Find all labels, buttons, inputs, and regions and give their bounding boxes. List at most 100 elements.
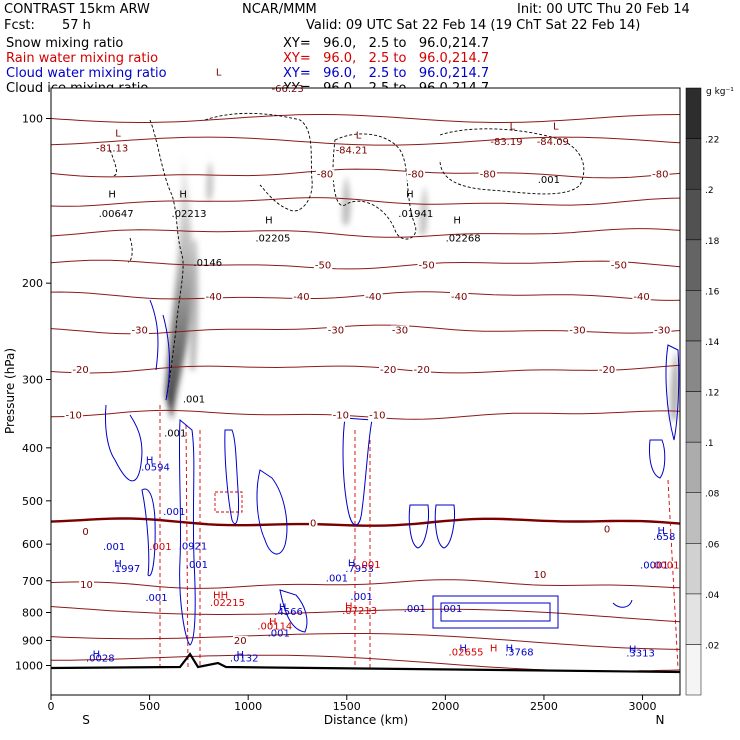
extremum-label: H [279,602,287,613]
contour-label: 10 [80,580,93,591]
temp-contour-line [51,168,680,179]
extremum-label: -83.19 [490,137,522,148]
contour-label: -80 [480,169,496,180]
cw-contour-9 [342,417,373,526]
rain-dashed-columns [159,405,679,669]
extremum-label: .02215 [210,598,245,609]
field-name-rain: Rain water mixing ratio [6,51,159,66]
contour-label-bg [315,169,335,181]
plot-background [51,88,680,695]
colorbar-unit: g kg⁻¹ [706,87,734,97]
contour-label-bg [79,580,94,592]
x-tick-label: 500 [139,700,160,713]
snow-shading [165,155,679,420]
temp-contour-line [51,136,680,146]
extremum-label: -81.13 [96,144,128,155]
extremum-label: .001 [358,560,380,571]
extremum-label: H [406,189,414,200]
extremum-label: .001 [163,507,185,518]
contour-label: -20 [380,365,396,376]
ice-contour-east [439,128,585,195]
extremum-label: .658 [653,532,675,543]
extremum-label: L [510,122,516,133]
extremum-label: H [114,559,122,570]
temp-contour-line [51,228,680,238]
contour-label-bg [204,291,223,303]
contour-label-bg [609,260,629,272]
colorbar-label: .2 [705,186,714,196]
colorbar-swatch [685,340,702,392]
x-tick-label: 2500 [530,700,558,713]
extremum-label: .001 [164,428,186,439]
plot-area: -80 -80 -80 -80 -50 -50 -50 -40 -40 -40 -40 -40 -30 -… [50,67,681,696]
colorbar-swatch [685,391,702,443]
contour-label: -40 [451,292,467,303]
contour-label-bg [379,364,398,376]
maxima-labels: L -66.23 L -81.13 L -84.21 L -83.19 L -84.09 H .006… [86,67,680,664]
extremum-label: .0921 [179,541,208,552]
extremum-label: .001 [440,604,462,615]
extremum-label: .07213 [342,606,377,617]
cloud-ice-contours [109,112,585,401]
extremum-label: .001 [103,542,125,553]
contour-label-bg [412,364,431,376]
contour-label: -10 [66,411,82,422]
contour-labels: -80 -80 -80 -80 -50 -50 -50 -40 -40 -40 -40 -40 -30 -… [64,169,672,647]
cw-contour-4 [141,488,156,577]
colorbar-swatch [685,138,702,190]
snow-plume-main [165,155,193,420]
forecast-label: Fcst: [4,18,35,33]
contour-label: 0 [604,525,610,536]
colorbar-label: .06 [705,540,720,550]
temp-contour-line [51,259,680,270]
extremum-label: .3313 [626,649,655,660]
contour-label-bg [568,325,587,337]
temp-contour-line [51,409,680,420]
extremum-label: H [658,526,666,537]
contour-label: -40 [633,292,649,303]
extremum-label: H [348,558,356,569]
colorbar-label: .08 [705,490,720,500]
snow-plume-upper [206,160,214,200]
contour-label-bg [532,569,548,581]
contour-label-bg [653,325,672,337]
extremum-label: .0132 [230,653,259,664]
contour-label-bg [597,364,617,376]
contour-label: 0 [82,527,88,538]
contour-label-bg [651,169,670,181]
extremum-label: .0146 [193,258,222,269]
contour-label-bg [364,291,383,303]
colorbar-swatch [685,543,702,595]
terrain-line [50,652,681,674]
cw-contour-12 [432,595,559,629]
colorbar-swatch [685,290,702,342]
field-name-snow: Snow mixing ratio [6,36,124,51]
cw-contour-1 [149,299,159,371]
temp-contour-line [51,114,680,123]
contour-label-bg [313,260,333,272]
extremum-label: HH [213,591,228,602]
extremum-label: H [269,617,277,628]
colorbar-label: .04 [705,591,720,601]
colorbar-swatch [685,644,702,696]
cw-contour-15 [665,344,680,441]
extremum-label: .02268 [446,233,481,244]
cw-contour-5 [178,418,196,646]
temp-contour-line [51,517,680,527]
extremum-label: .001 [350,592,372,603]
y-axis-title: Pressure (hPa) [3,348,17,434]
extremum-label: -66.23 [271,84,303,95]
x-axis-south-label: S [82,713,90,727]
cw-contour-7 [256,469,288,555]
extremum-label: .01941 [398,209,433,220]
x-axis-title: Distance (km) [324,713,408,727]
extremum-label: L [115,128,121,139]
contour-label: -30 [132,325,148,336]
ice-contour-small [127,237,133,263]
x-tick-label: 3000 [629,700,657,713]
extremum-label: .1997 [112,564,141,575]
colorbar-label: .02 [705,641,719,651]
extremum-label: .00114 [257,621,292,632]
extremum-label: H [237,650,245,661]
contour-label-bg [449,291,469,303]
